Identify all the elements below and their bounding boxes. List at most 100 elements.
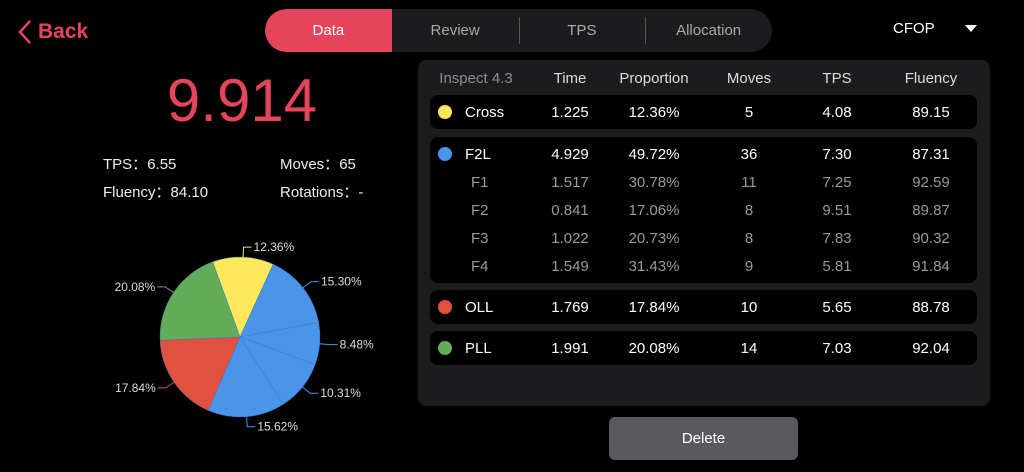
cell-value: 89.87 [912, 201, 950, 219]
cell-value: 5 [744, 103, 754, 121]
step-table: Inspect 4.3 Time Proportion Moves TPS Fluency… [418, 60, 990, 406]
table-row[interactable]: F2 0.841 17.06% 8 9.51 89.87 [418, 196, 990, 224]
color-dot-icon [438, 105, 452, 119]
header-inspect-4-3: Inspect 4.3 [439, 69, 513, 87]
moves-stat: Moves：65 [280, 156, 356, 173]
table-row[interactable]: F4 1.549 31.43% 9 5.81 91.84 [418, 252, 990, 280]
cell-value: 89.15 [912, 103, 950, 121]
step-name: F2L [465, 145, 491, 163]
header-fluency: Fluency [904, 69, 958, 87]
leader-line [302, 386, 319, 394]
cell-value: 7.30 [822, 145, 852, 163]
slice-label: 15.62% [257, 420, 298, 434]
tab-allocation[interactable]: Allocation [645, 9, 772, 52]
cell-value: 11 [741, 173, 757, 191]
tab-review[interactable]: Review [430, 22, 480, 39]
slice-label: 8.48% [340, 338, 374, 352]
table-row[interactable]: Cross 1.225 12.36% 5 4.08 89.15 [418, 98, 990, 126]
cell-value: 7.83 [822, 229, 852, 247]
cell-value: 87.31 [912, 145, 950, 163]
step-group: PLL 1.991 20.08% 14 7.03 92.04 [430, 331, 977, 365]
cell-value: 1.991 [551, 339, 589, 357]
step-name: F1 [471, 173, 489, 191]
cell-value: 17.06% [628, 201, 680, 219]
step-name: F3 [471, 229, 489, 247]
step-name: OLL [465, 298, 494, 316]
slice-label: 17.84% [115, 381, 156, 395]
solve-time: 9.914 [166, 67, 318, 134]
step-name: F4 [471, 257, 489, 275]
table-row[interactable]: F1 1.517 30.78% 11 7.25 92.59 [418, 168, 990, 196]
cell-value: 49.72% [628, 145, 680, 163]
tab-data[interactable]: Data [265, 9, 392, 52]
cell-value: 1.225 [551, 103, 589, 121]
chevron-left-icon [18, 20, 31, 44]
table-row[interactable]: F3 1.022 20.73% 8 7.83 90.32 [418, 224, 990, 252]
leader-line [242, 246, 252, 258]
tps-stat: TPS：6.55 [103, 156, 177, 173]
step-group: F2L 4.929 49.72% 36 7.30 87.31 F1 1.517 30.78% 11… [430, 137, 977, 283]
cell-value: 17.84% [628, 298, 680, 316]
cell-value: 1.769 [551, 298, 589, 316]
leader-line [157, 286, 174, 293]
slice-label: 12.36% [254, 240, 295, 254]
cell-value: 14 [740, 339, 758, 357]
leader-line [246, 416, 256, 428]
color-dot-icon [438, 300, 452, 314]
cell-value: 90.32 [912, 229, 950, 247]
header-moves: Moves [726, 69, 772, 87]
slice-label: 10.31% [320, 386, 361, 400]
step-name: PLL [465, 339, 492, 357]
table-header: Inspect 4.3 Time Proportion Moves TPS Fluency [418, 64, 990, 92]
tab-tps[interactable]: TPS [518, 9, 646, 52]
cell-value: 8 [744, 201, 754, 219]
cell-value: 5.65 [822, 298, 852, 316]
cell-value: 92.59 [912, 173, 950, 191]
color-dot-icon [438, 341, 452, 355]
cell-value: 88.78 [912, 298, 950, 316]
pie-slice [159, 336, 241, 411]
cell-value: 5.81 [822, 257, 852, 275]
step-group: Cross 1.225 12.36% 5 4.08 89.15 [430, 95, 977, 129]
leader-line [157, 381, 175, 389]
caret-down-icon [964, 24, 977, 32]
cell-value: 1.517 [551, 173, 589, 191]
step-name: F2 [471, 201, 489, 219]
cell-value: 92.04 [912, 339, 950, 357]
table-row[interactable]: OLL 1.769 17.84% 10 5.65 88.78 [418, 293, 990, 321]
pie-slice [212, 256, 274, 338]
table-row[interactable]: F2L 4.929 49.72% 36 7.30 87.31 [418, 140, 990, 168]
cell-value: 7.25 [822, 173, 852, 191]
cell-value: 12.36% [628, 103, 680, 121]
step-name: Cross [465, 103, 505, 121]
cell-value: 1.549 [551, 257, 589, 275]
cell-value: 9.51 [822, 201, 852, 219]
pie-chart: 12.36% 15.30% 8.48% 10.31% 15.62% 17.84% 20.08… [115, 240, 375, 434]
delete-button[interactable]: Delete [609, 417, 798, 460]
back-button[interactable]: Back [18, 16, 88, 48]
fluency-stat: Fluency：84.10 [103, 184, 209, 201]
cell-value: 4.929 [551, 145, 589, 163]
table-row[interactable]: PLL 1.991 20.08% 14 7.03 92.04 [418, 334, 990, 362]
cell-value: 91.84 [912, 257, 950, 275]
header-tps: TPS [822, 69, 852, 87]
cell-value: 20.73% [628, 229, 680, 247]
cell-value: 0.841 [551, 201, 589, 219]
cell-value: 36 [740, 145, 758, 163]
leader-line [302, 281, 319, 289]
method-label: CFOP [893, 20, 935, 37]
color-dot-icon [438, 147, 452, 161]
cell-value: 7.03 [822, 339, 852, 357]
cell-value: 30.78% [628, 173, 680, 191]
slice-label: 15.30% [321, 275, 362, 289]
header-proportion: Proportion [619, 69, 689, 87]
cell-value: 1.022 [551, 229, 589, 247]
method-dropdown[interactable]: CFOP [893, 20, 977, 37]
step-group: OLL 1.769 17.84% 10 5.65 88.78 [430, 290, 977, 324]
cell-value: 20.08% [628, 339, 680, 357]
pie-slice [239, 263, 319, 338]
header-time: Time [553, 69, 587, 87]
tab-bar: Data Review TPS Allocation [265, 9, 772, 52]
back-label: Back [38, 20, 89, 43]
pie-slice [207, 336, 284, 418]
